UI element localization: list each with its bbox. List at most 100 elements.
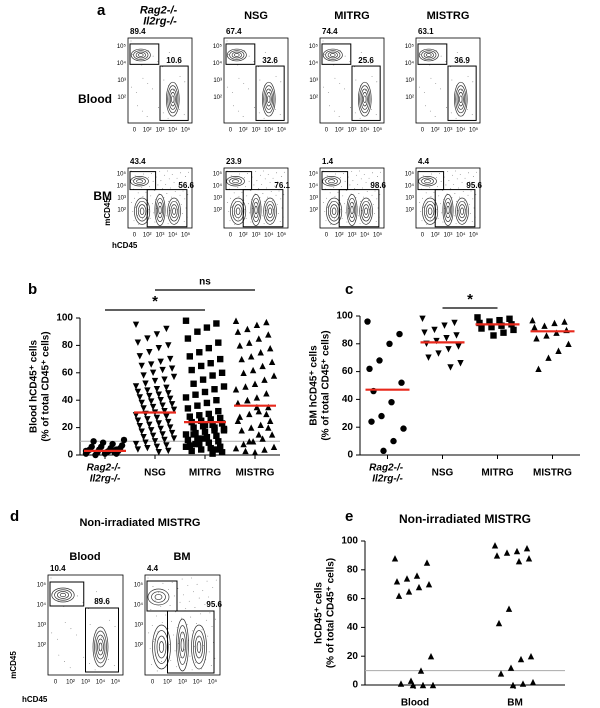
x-tick-label: 10⁴: [168, 127, 178, 134]
event-dot: [169, 605, 171, 606]
contour: [196, 641, 202, 653]
event-dot: [183, 220, 185, 222]
data-point: [159, 366, 166, 374]
contour: [359, 197, 373, 225]
event-dot: [259, 197, 261, 199]
data-point: [134, 446, 142, 453]
event-dot: [193, 591, 194, 593]
event-dot: [131, 202, 132, 203]
data-point: [236, 342, 243, 349]
event-dot: [243, 83, 245, 85]
event-dot: [458, 187, 459, 189]
x-tick-label: 10²: [143, 233, 152, 239]
event-dot: [464, 177, 466, 179]
gate-percent: 67.4: [226, 27, 242, 36]
data-point: [213, 397, 220, 404]
contour: [443, 197, 453, 223]
data-point: [149, 432, 157, 440]
event-dot: [344, 203, 345, 205]
event-dot: [474, 185, 476, 186]
data-point: [148, 361, 155, 368]
data-point: [242, 447, 249, 455]
data-point: [196, 440, 203, 448]
data-point: [205, 439, 212, 446]
event-dot: [181, 181, 183, 183]
event-dot: [163, 197, 165, 199]
plot-frame: [144, 574, 221, 676]
event-dot: [148, 208, 150, 210]
data-point: [545, 354, 552, 361]
data-point: [513, 547, 521, 555]
significance-label: ns: [199, 277, 211, 288]
y-tick-label: 40: [347, 622, 359, 633]
data-point: [255, 407, 262, 415]
event-dot: [162, 582, 164, 584]
data-point: [543, 332, 550, 339]
contour: [94, 630, 107, 664]
event-dot: [237, 218, 239, 220]
event-dot: [231, 207, 233, 208]
y-tick-label: 60: [342, 366, 354, 377]
data-point: [151, 377, 159, 385]
contour: [264, 88, 273, 110]
event-dot: [212, 587, 214, 588]
data-point: [251, 449, 259, 456]
event-dot: [267, 196, 269, 198]
data-point: [218, 449, 226, 456]
x-tick-label: 0: [421, 128, 425, 134]
data-point: [213, 446, 220, 453]
event-dot: [244, 208, 246, 210]
event-dot: [101, 597, 103, 599]
data-point: [244, 325, 251, 333]
event-dot: [365, 57, 367, 59]
x-tick-label: 10⁵: [277, 232, 287, 239]
event-dot: [339, 177, 341, 179]
y-tick-label: 10³: [134, 623, 143, 629]
contour: [423, 51, 434, 59]
event-dot: [168, 178, 170, 180]
event-dot: [200, 613, 202, 615]
plot-frame: [319, 167, 385, 229]
event-dot: [176, 666, 177, 668]
contour: [263, 85, 275, 114]
data-point: [253, 321, 261, 329]
event-dot: [344, 180, 346, 182]
event-dot: [179, 194, 181, 196]
data-point: [211, 424, 218, 431]
event-dot: [167, 223, 169, 225]
data-point: [519, 680, 527, 687]
event-dot: [181, 578, 183, 580]
plot-frame: [415, 37, 481, 124]
event-dot: [447, 171, 449, 173]
event-dot: [151, 625, 153, 626]
data-point: [498, 322, 505, 329]
contour: [347, 197, 357, 223]
gate: [417, 43, 448, 65]
y-axis-label: (% of total CD45⁺ cells): [41, 331, 52, 441]
event-dot: [249, 190, 251, 191]
event-dot: [160, 606, 162, 607]
event-dot: [272, 177, 274, 179]
data-point: [146, 421, 153, 429]
column-header: NSG: [244, 10, 268, 22]
event-dot: [173, 57, 175, 59]
contour: [229, 50, 245, 60]
data-point: [184, 335, 192, 342]
event-dot: [360, 200, 362, 202]
event-dot: [446, 107, 447, 108]
event-dot: [421, 220, 423, 222]
event-dot: [142, 196, 144, 197]
data-point: [493, 552, 501, 559]
data-point: [142, 380, 149, 387]
contour: [154, 593, 163, 601]
data-point: [146, 392, 153, 400]
event-dot: [57, 638, 58, 640]
event-dot: [342, 195, 344, 197]
event-dot: [161, 621, 163, 623]
event-dot: [255, 171, 257, 173]
contour: [191, 624, 207, 670]
contour: [169, 92, 176, 107]
event-dot: [349, 61, 351, 62]
event-dot: [377, 207, 379, 209]
contour: [155, 197, 165, 223]
